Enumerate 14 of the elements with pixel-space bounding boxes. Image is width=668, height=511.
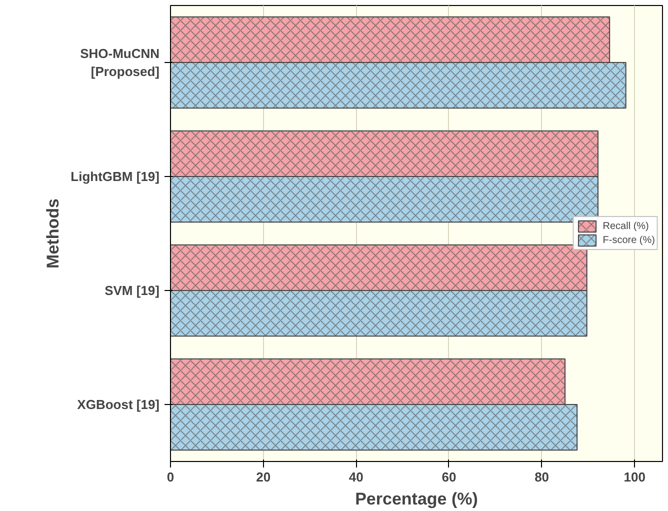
- x-tick-label: 100: [624, 470, 646, 484]
- y-tick-label: SHO-MuCNN [Proposed]: [80, 46, 160, 79]
- y-axis-title: Methods: [44, 198, 63, 268]
- y-tick-label: SVM [19]: [104, 283, 160, 298]
- y-tick-label: XGBoost [19]: [77, 397, 160, 412]
- x-tick-label: 0: [166, 470, 174, 484]
- legend-label: F-score (%): [602, 234, 655, 246]
- x-tick-label: 40: [348, 470, 364, 484]
- x-tick-label: 20: [256, 470, 271, 484]
- x-tick-label: 60: [442, 470, 456, 484]
- x-axis-title: Percentage (%): [355, 490, 478, 508]
- x-tick-label: 80: [534, 470, 550, 484]
- y-tick-label: LightGBM [19]: [70, 169, 160, 184]
- legend-label: Recall (%): [602, 220, 649, 232]
